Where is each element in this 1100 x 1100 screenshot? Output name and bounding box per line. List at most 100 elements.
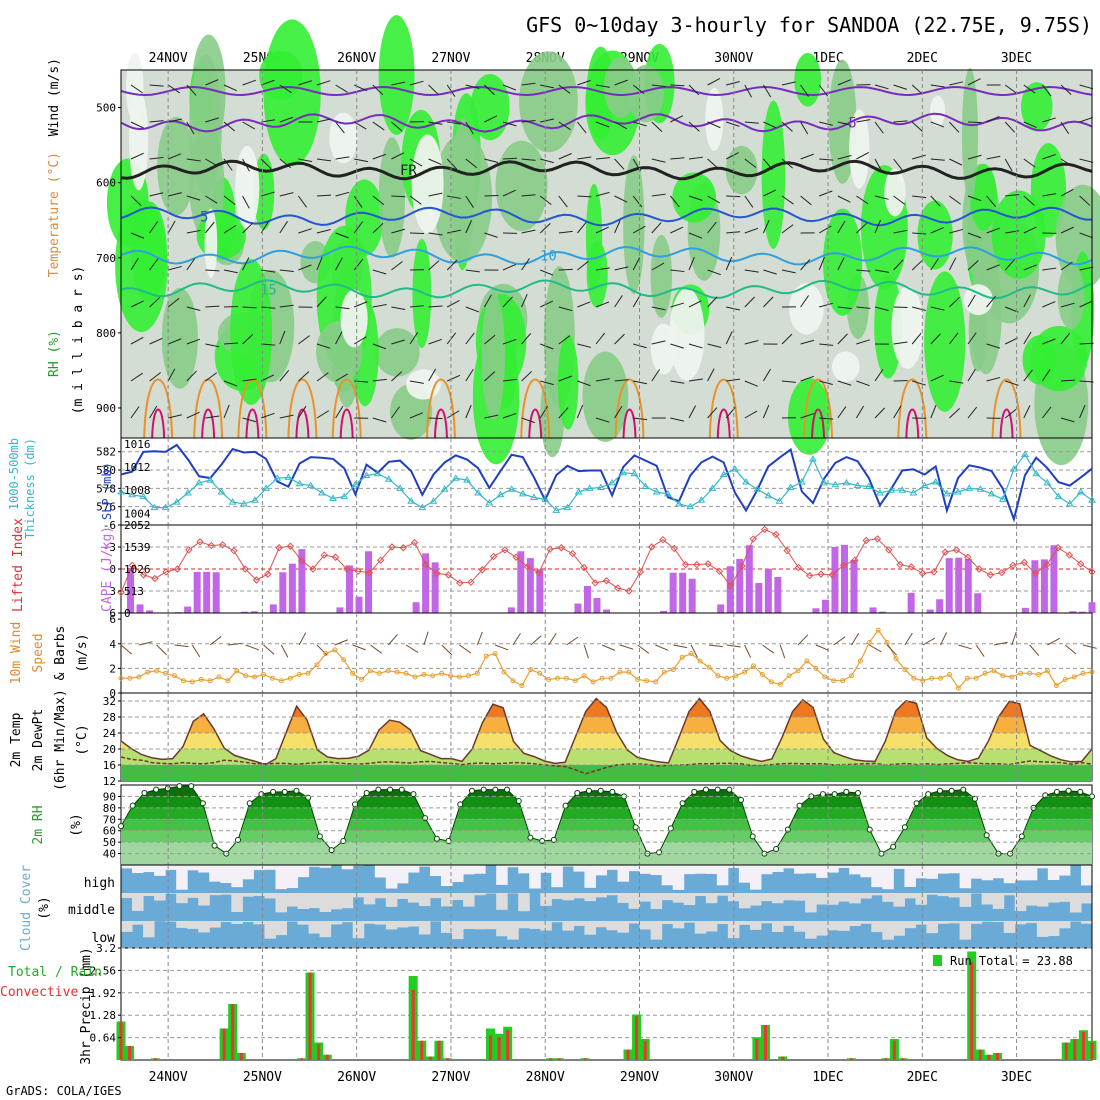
cloud-clear-cell — [330, 893, 343, 910]
lifted-index-point — [264, 570, 272, 578]
wind-barb — [837, 306, 852, 310]
cloud-clear-cell — [165, 865, 177, 870]
lifted-index-point — [760, 525, 769, 534]
rh-point — [843, 788, 850, 795]
cape-bar — [1040, 559, 1048, 613]
rh-contour-blob — [412, 238, 432, 349]
lifted-index-point — [331, 553, 340, 561]
wind-barb — [614, 379, 629, 382]
wind-barb — [874, 369, 884, 382]
wind-barb — [558, 121, 571, 131]
lifted-index-point — [625, 587, 633, 595]
cape-bar — [660, 610, 668, 613]
thickness-point — [831, 480, 840, 488]
cloud-clear-cell — [363, 921, 376, 924]
thickness-point — [440, 485, 449, 492]
wind-barb — [297, 405, 307, 419]
wind-barb — [930, 306, 945, 311]
cloud-clear-cell — [617, 893, 630, 903]
rh-dry-blob — [831, 351, 860, 382]
thickness-point — [284, 473, 293, 480]
cloud-clear-cell — [330, 921, 343, 925]
temp-band — [121, 749, 1092, 765]
rh-contour-blob — [1021, 82, 1053, 132]
wind-speed-point — [768, 679, 774, 685]
wind-barb-10m — [120, 644, 132, 655]
wind-barb — [893, 405, 902, 419]
cape-bar — [536, 569, 544, 613]
wind-barb — [428, 121, 443, 125]
wind-barb — [911, 332, 922, 345]
rh-point — [702, 786, 709, 793]
wind-barb — [651, 222, 662, 234]
wind-speed-point — [750, 663, 756, 669]
lifted-index-point — [467, 578, 475, 586]
wind-barb — [744, 380, 758, 387]
rh-point — [375, 786, 382, 793]
wind-barb — [168, 338, 182, 345]
cape-bar — [717, 604, 725, 613]
cloud-clear-cell — [176, 893, 188, 904]
wind-barb — [577, 156, 592, 160]
precip-convective-bar — [153, 1058, 157, 1060]
cape-bar — [507, 607, 515, 613]
lifted-index-point — [173, 565, 182, 573]
run-total-annotation: Run Total = 23.88 — [950, 954, 1073, 968]
temp-band — [121, 733, 1092, 749]
cloud-clear-cell — [231, 865, 243, 888]
cloud-clear-cell — [760, 921, 773, 924]
cloud-clear-cell — [286, 865, 299, 889]
rh-point — [293, 787, 300, 794]
hot-contour — [622, 408, 637, 439]
wind-barb — [1079, 232, 1093, 239]
wind-barb — [372, 417, 387, 423]
wind-barb — [744, 269, 759, 273]
wind-barb — [1060, 302, 1075, 308]
wind-barb — [465, 121, 474, 135]
rh-point — [1077, 788, 1084, 795]
precip-convective-bar — [428, 1056, 432, 1060]
cloud-clear-cell — [716, 865, 729, 886]
wind-barb — [1079, 300, 1093, 308]
lifted-index-point — [139, 571, 148, 579]
rh-point — [410, 791, 417, 798]
cape-bar — [250, 611, 258, 613]
cape-bar — [431, 562, 439, 613]
cloud-clear-cell — [562, 921, 574, 931]
wind-barb — [205, 117, 219, 123]
rh-point — [129, 802, 136, 809]
wind-speed-point — [555, 675, 561, 681]
cloud-clear-cell — [992, 893, 1005, 909]
lifted-index-point — [365, 568, 374, 577]
wind-barb — [186, 84, 197, 96]
rh-contour-blob — [259, 50, 303, 101]
cloud-clear-cell — [639, 865, 652, 874]
wind-barb — [186, 411, 200, 419]
cloud-clear-cell — [838, 921, 850, 931]
wind-barb — [279, 84, 292, 94]
rh-point — [632, 824, 639, 831]
rh-point — [234, 836, 241, 843]
thickness-point — [786, 483, 795, 490]
cloud-clear-cell — [507, 865, 519, 868]
wind-barb — [893, 259, 904, 271]
wind-barb — [540, 118, 554, 123]
wind-barb — [446, 84, 456, 97]
wind-barb — [726, 306, 740, 311]
lifted-index-point — [941, 548, 949, 556]
wind-barb — [428, 260, 440, 271]
footer-credit: GrADS: COLA/IGES — [6, 1084, 122, 1098]
precip-convective-bar — [1081, 1032, 1085, 1060]
cloud-clear-cell — [628, 865, 641, 872]
axis-label-thickness-unit: Thickness (dm) — [23, 438, 37, 539]
wind-barb-10m — [1029, 644, 1040, 656]
wind-barb — [279, 304, 294, 308]
panel-frame — [120, 947, 1093, 1061]
cloud-clear-cell — [297, 921, 310, 925]
lifted-index-point — [704, 560, 712, 568]
wind-speed-point — [795, 668, 801, 674]
wind-barb — [428, 338, 442, 345]
cloud-clear-cell — [794, 921, 806, 932]
axis-label-cloud: Cloud Cover — [19, 865, 34, 951]
wind-barb-10m — [762, 644, 775, 654]
